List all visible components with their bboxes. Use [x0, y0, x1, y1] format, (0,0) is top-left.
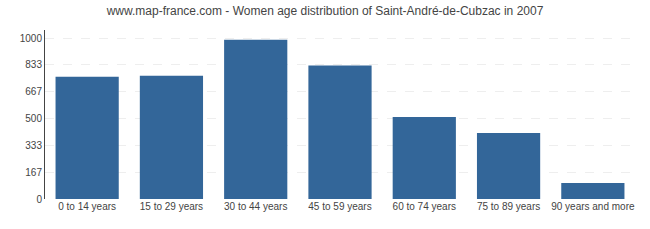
svg-text:45 to 59 years: 45 to 59 years — [308, 201, 371, 212]
svg-text:833: 833 — [25, 59, 42, 70]
svg-text:0: 0 — [36, 194, 42, 205]
svg-text:60 to 74 years: 60 to 74 years — [393, 201, 456, 212]
svg-text:15 to 29 years: 15 to 29 years — [140, 201, 203, 212]
svg-text:1000: 1000 — [20, 33, 43, 44]
svg-text:75 to 89 years: 75 to 89 years — [477, 201, 540, 212]
svg-text:500: 500 — [25, 113, 42, 124]
svg-text:333: 333 — [25, 140, 42, 151]
svg-text:0 to 14 years: 0 to 14 years — [58, 201, 116, 212]
svg-text:www.map-france.com - Women age: www.map-france.com - Women age distribut… — [106, 4, 544, 18]
svg-text:167: 167 — [25, 167, 42, 178]
svg-text:90 years and more: 90 years and more — [551, 201, 635, 212]
svg-text:30 to 44 years: 30 to 44 years — [224, 201, 287, 212]
svg-text:667: 667 — [25, 86, 42, 97]
